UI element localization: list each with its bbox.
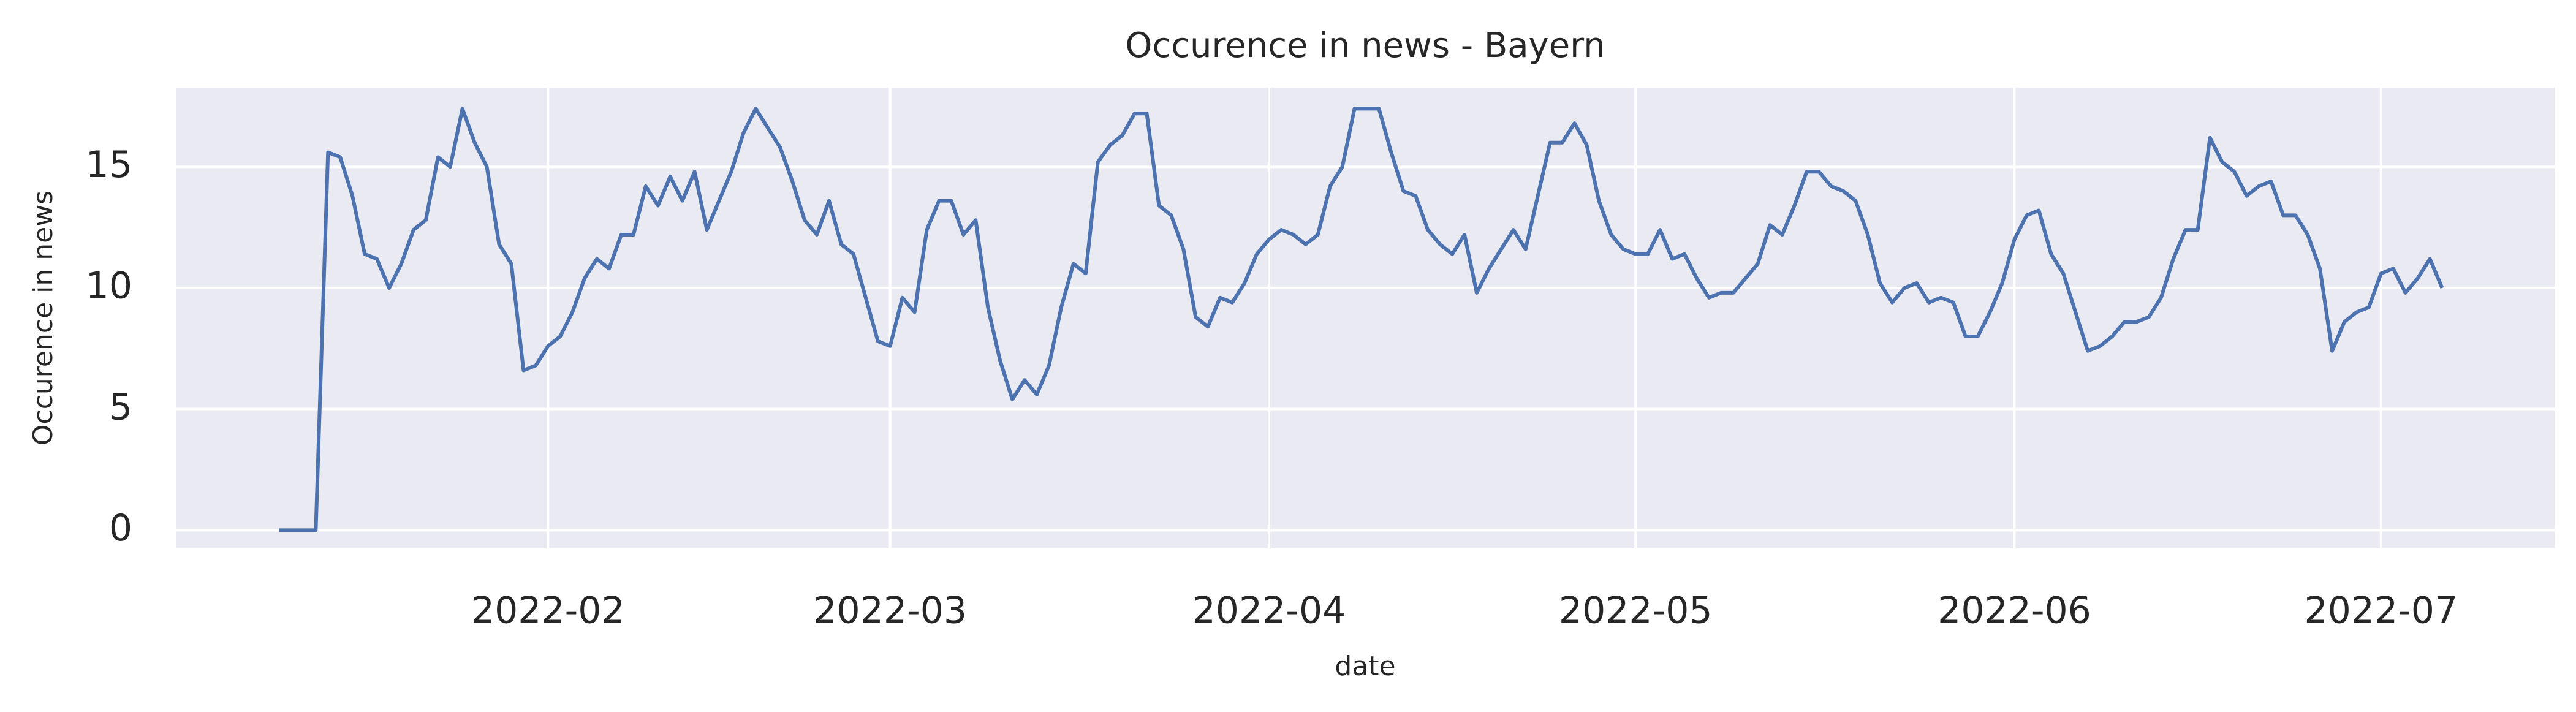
- x-tick-label: 2022-06: [1938, 589, 2091, 632]
- x-axis-label: date: [1335, 651, 1395, 682]
- y-tick-label: 5: [109, 385, 132, 428]
- x-tick-label: 2022-07: [2304, 589, 2458, 632]
- x-tick-label: 2022-04: [1192, 589, 1346, 632]
- y-tick-label: 15: [86, 143, 132, 186]
- y-tick-label: 10: [86, 265, 132, 308]
- chart-title: Occurence in news - Bayern: [1125, 26, 1605, 66]
- plot-area: [176, 88, 2555, 548]
- line-series: [279, 107, 2444, 532]
- y-tick-label: 0: [109, 507, 132, 550]
- x-tick-label: 2022-03: [813, 589, 967, 632]
- x-tick-label: 2022-02: [471, 589, 625, 632]
- y-axis-label: Occurence in news: [28, 191, 59, 445]
- x-tick-label: 2022-05: [1559, 589, 1713, 632]
